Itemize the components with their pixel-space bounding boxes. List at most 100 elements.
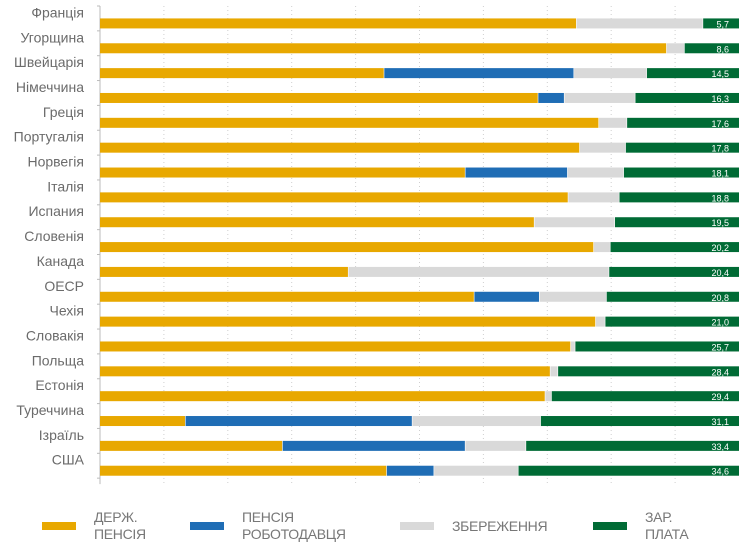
category-label: США [52,452,85,468]
bar-segment [185,416,412,427]
category-label: Швейцарія [14,54,84,70]
bar-segment [100,217,534,228]
bar-segment [100,416,185,427]
category-label: Естонія [35,377,84,393]
data-label: 20,4 [711,268,729,278]
bar-segment [619,192,739,203]
bar-segment [550,366,558,377]
data-label: 17,8 [711,144,729,154]
bar-segment [100,316,596,327]
legend-swatch [190,522,224,530]
bar-segment [614,217,739,228]
data-label: 21,0 [711,318,729,328]
legend-item-state-pension: ДЕРЖ. ПЕНСІЯ [42,509,204,543]
data-label: 18,8 [711,193,729,203]
bar-segment [551,391,739,402]
bar-segment [100,68,384,79]
legend-item-employer-pension: ПЕНСІЯ РОБОТОДАВЦЯ [190,509,352,543]
legend-label: ЗАР. ПЛАТА [645,509,689,542]
legend-label: ПЕНСІЯ РОБОТОДАВЦЯ [242,509,346,542]
bar-segment [684,43,739,54]
bar-segment [100,266,348,277]
bar-segment [538,92,564,103]
category-label: Словакія [26,327,84,343]
bar-segment [526,440,739,451]
data-label: 33,4 [711,442,729,452]
bar-segment [635,92,739,103]
bar-segment [666,43,685,54]
bar-segment [558,366,739,377]
category-label: Норвегія [27,154,84,170]
bar-segment [574,68,647,79]
data-label: 28,4 [711,367,729,377]
bar-segment [627,117,739,128]
bar-segment [100,18,577,29]
bar-segment [100,117,599,128]
bar-segment [593,242,610,253]
bar-segment [386,465,434,476]
category-label: Ізраїль [39,427,84,443]
bar-segment [100,43,667,54]
bar-segment [100,291,474,302]
bar-segment [100,465,387,476]
bar-segment [100,167,465,178]
bar-segment [100,142,580,153]
category-label: Португалія [14,129,84,145]
category-label: Канада [37,253,85,269]
bar-segment [412,416,541,427]
category-label: Італія [47,178,84,194]
legend-label: ДЕРЖ. ПЕНСІЯ [94,509,146,542]
bar-segment [605,316,739,327]
bar-segment [576,18,703,29]
bar-segment [540,416,739,427]
category-label: Чехія [49,303,84,319]
data-label: 18,1 [711,169,729,179]
bar-segment [567,167,624,178]
category-label: Франція [31,4,84,20]
bar-segment [610,242,739,253]
legend-label: ЗБЕРЕЖЕННЯ [452,518,548,534]
category-label: ОЕСР [44,278,84,294]
bar-segment [465,440,526,451]
bar-segment [100,391,545,402]
data-label: 17,6 [711,119,729,129]
bar-segment [575,341,739,352]
data-label: 8,6 [716,44,729,54]
bar-segment [434,465,518,476]
category-label: Словенія [24,228,84,244]
category-label: Угорщина [21,29,85,45]
bar-segment [703,18,739,29]
bar-segment [568,192,619,203]
bar-segment [348,266,609,277]
bar-segment [534,217,615,228]
category-labels: Франція Угорщина Швейцарія Німеччина Греція П… [14,4,85,467]
data-label: 16,3 [711,94,729,104]
bar-segment [100,192,568,203]
bar-segment [282,440,465,451]
bar-segment [609,266,739,277]
data-label: 34,6 [711,467,729,477]
bar-segment [465,167,568,178]
data-label: 29,4 [711,392,729,402]
bar-segment [100,440,283,451]
data-label: 20,2 [711,243,729,253]
category-label: Греція [43,104,84,120]
bar-segment [564,92,635,103]
legend-swatch [400,522,434,530]
category-label: Німеччина [16,79,84,95]
bar-segment [545,391,552,402]
bar-segment [625,142,739,153]
data-label: 31,1 [711,417,729,427]
bar-segment [599,117,627,128]
bar-segment [595,316,605,327]
bar-segment [539,291,607,302]
bar-segment [474,291,539,302]
bar-segment [100,242,594,253]
data-label: 19,5 [711,218,729,228]
data-label: 14,5 [711,69,729,79]
bar-segment [579,142,626,153]
category-label: Польща [32,352,85,368]
bar-segment [100,92,538,103]
legend: ДЕРЖ. ПЕНСІЯ ПЕНСІЯ РОБОТОДАВЦЯ ЗБЕРЕЖЕННЯ… [0,503,750,553]
stacked-bar-chart: 5,7 8,6 14,5 16,3 17,6 17,8 18,1 18,8 19,5 20,2 20… [14,4,739,485]
